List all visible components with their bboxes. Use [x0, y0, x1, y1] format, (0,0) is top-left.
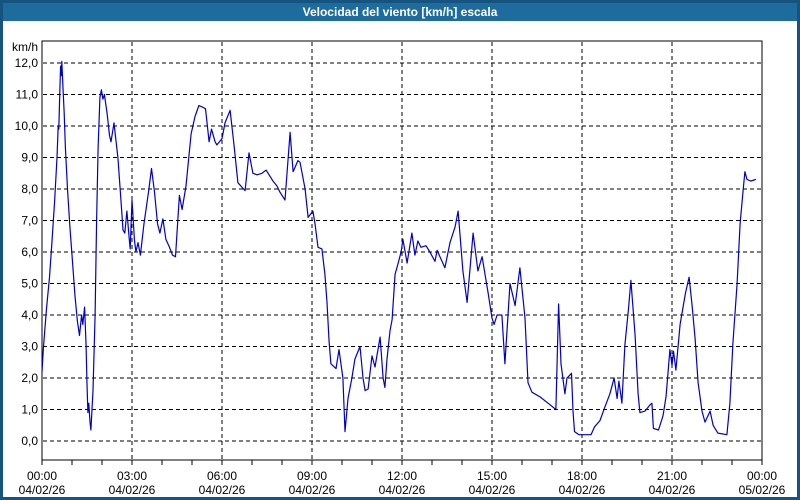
y-axis-tick-label: 0,0 — [21, 434, 38, 448]
y-axis-tick-label: 10,0 — [15, 119, 39, 133]
x-axis-time-label: 06:00 — [207, 469, 237, 483]
x-axis-date-label: 05/02/26 — [739, 483, 786, 497]
x-axis-date-label: 04/02/26 — [289, 483, 336, 497]
y-axis-tick-label: 2,0 — [21, 371, 38, 385]
y-axis-tick-label: 5,0 — [21, 277, 38, 291]
x-axis-time-label: 18:00 — [567, 469, 597, 483]
y-axis-tick-label: 3,0 — [21, 340, 38, 354]
x-axis-date-label: 04/02/26 — [379, 483, 426, 497]
x-axis-date-label: 04/02/26 — [469, 483, 516, 497]
y-axis-tick-label: 8,0 — [21, 182, 38, 196]
y-axis-tick-label: 4,0 — [21, 308, 38, 322]
chart-area: 0,0 1,0 2,0 3,0 4,0 5,0 6,0 7,0 8,0 9,0 10,0 11,0 12… — [3, 21, 797, 497]
x-axis-date-label: 04/02/26 — [649, 483, 696, 497]
x-axis-date-label: 04/02/26 — [559, 483, 606, 497]
y-axis-unit-label: km/h — [12, 40, 38, 54]
x-axis-date-label: 04/02/26 — [19, 483, 66, 497]
x-axis-time-label: 21:00 — [657, 469, 687, 483]
y-axis-tick-label: 9,0 — [21, 151, 38, 165]
wind-speed-chart: 0,0 1,0 2,0 3,0 4,0 5,0 6,0 7,0 8,0 9,0 10,0 11,0 12… — [12, 40, 786, 497]
x-axis-time-label: 09:00 — [297, 469, 327, 483]
x-axis-time-label: 12:00 — [387, 469, 417, 483]
wind-speed-series-line — [41, 60, 757, 436]
x-axis-date-label: 04/02/26 — [109, 483, 156, 497]
y-axis-tick-label: 7,0 — [21, 214, 38, 228]
y-axis-tick-label: 6,0 — [21, 245, 38, 259]
y-axis-tick-label: 11,0 — [16, 88, 39, 102]
x-axis-time-label: 03:00 — [117, 469, 147, 483]
x-axis-time-label: 00:00 — [27, 469, 57, 483]
x-axis-time-label: 15:00 — [477, 469, 507, 483]
plot-frame — [41, 40, 763, 461]
chart-title: Velocidad del viento [km/h] escala — [302, 5, 498, 19]
y-axis-tick-label: 12,0 — [15, 56, 39, 70]
x-axis-date-label: 04/02/26 — [199, 483, 246, 497]
title-bar: Velocidad del viento [km/h] escala — [3, 3, 797, 21]
y-axis-tick-label: 1,0 — [21, 403, 38, 417]
x-axis-time-label: 00:00 — [747, 469, 777, 483]
